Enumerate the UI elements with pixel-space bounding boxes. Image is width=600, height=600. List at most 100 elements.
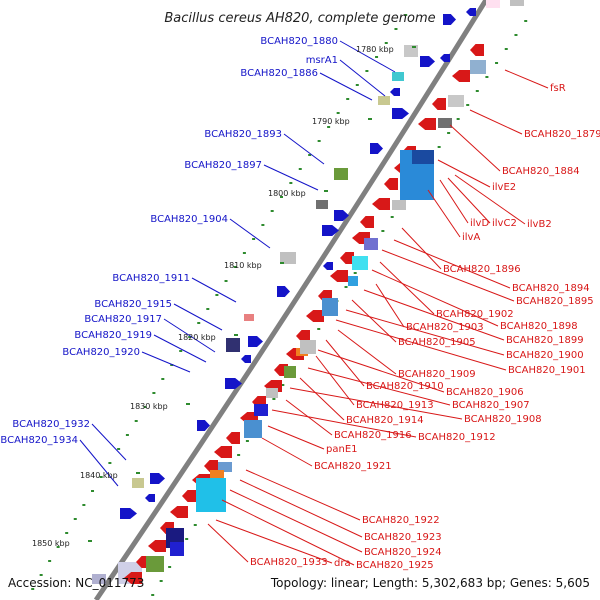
track-dot <box>355 84 359 86</box>
track-dot <box>245 440 249 442</box>
reverse-gene-arrow <box>384 178 398 190</box>
track-dot <box>152 392 156 394</box>
reverse-gene-arrow <box>340 252 354 264</box>
kbp-tick-1820-kbp: 1820 kbp <box>178 333 216 342</box>
cyan-gene-block <box>196 478 226 512</box>
track-dot <box>31 588 35 590</box>
leader-line <box>283 133 325 165</box>
gene-label-ilvd: ilvD <box>470 218 489 229</box>
genome-axis <box>93 0 489 600</box>
forward-gene-arrow <box>150 473 165 484</box>
leader-line <box>319 72 373 101</box>
gene-label-bcah820-1911: BCAH820_1911 <box>112 273 190 284</box>
track-dot <box>394 28 398 30</box>
track-dot <box>261 224 265 226</box>
forward-gene-arrow <box>277 286 290 297</box>
leader-line <box>381 249 515 302</box>
reverse-gene-arrow <box>241 355 251 363</box>
gray-gene-box <box>392 200 406 210</box>
topology-stats: Topology: linear; Length: 5,302,683 bp; … <box>270 576 590 590</box>
green-gene-box <box>284 366 296 378</box>
leader-line <box>229 489 363 553</box>
navy-gene-box <box>226 338 240 352</box>
green-gene-box <box>334 168 348 180</box>
gene-label-bcah820-1921: BCAH820_1921 <box>314 461 392 472</box>
track-dot <box>197 322 201 324</box>
leader-line <box>401 227 442 270</box>
leader-line <box>239 479 363 538</box>
track-dot <box>281 384 285 386</box>
gray-gene-box <box>300 340 316 354</box>
track-dot <box>456 118 460 120</box>
genome-title: Bacillus cereus AH820, complete genome <box>164 11 435 26</box>
gene-label-bcah820-1913: BCAH820_1913 <box>356 400 434 411</box>
gene-label-bcah820-1917: BCAH820_1917 <box>84 314 162 325</box>
gene-label-bcah820-1915: BCAH820_1915 <box>94 299 172 310</box>
pink-gene-box <box>486 0 500 8</box>
track-dot <box>224 280 228 282</box>
track-dot <box>404 14 408 16</box>
track-dot <box>252 238 256 240</box>
track-dot <box>280 196 284 198</box>
track-dot <box>308 154 312 156</box>
gene-labels: BCAH820_1880 msrA1 BCAH820_1886 BCAH820_189… <box>0 36 600 571</box>
leader-line <box>375 283 405 328</box>
leader-line <box>215 519 333 564</box>
dark-blue-gene-box <box>412 150 434 164</box>
leader-line <box>437 159 491 188</box>
gene-label-bcah820-1902: BCAH820_1902 <box>436 309 514 320</box>
forward-gene-arrow <box>248 336 263 347</box>
tick-mark <box>324 190 328 192</box>
track-dot <box>82 504 86 506</box>
leader-line <box>427 189 461 238</box>
kbp-tick-1850-kbp: 1850 kbp <box>32 539 70 548</box>
reverse-gene-arrow <box>470 44 484 56</box>
leader-line <box>449 124 501 172</box>
leader-line <box>221 499 355 566</box>
track-dot <box>242 252 246 254</box>
reverse-gene-arrow <box>466 8 476 16</box>
reverse-gene-arrow <box>418 118 436 130</box>
track-dot <box>353 272 357 274</box>
leader-line <box>263 164 319 191</box>
leader-line <box>299 377 345 421</box>
orange-gene-box <box>210 470 224 480</box>
leader-line <box>285 399 333 436</box>
track-dot <box>390 216 394 218</box>
gene-label-bcah820-1910: BCAH820_1910 <box>366 381 444 392</box>
gene-label-ilva: ilvA <box>462 232 480 243</box>
track-dot <box>272 398 276 400</box>
track-dot <box>185 538 189 540</box>
track-dot <box>237 454 241 456</box>
reverse-gene-arrow <box>214 446 232 458</box>
gene-label-bcah820-1916: BCAH820_1916 <box>334 430 412 441</box>
gene-label-bcah820-1898: BCAH820_1898 <box>500 321 578 332</box>
gene-label-bcah820-1906: BCAH820_1906 <box>446 387 524 398</box>
track-dot <box>327 126 331 128</box>
reverse-gene-arrow <box>330 270 348 282</box>
leader-line <box>393 239 511 289</box>
light-gene-box <box>92 574 106 584</box>
track-dot <box>365 70 369 72</box>
track-dot <box>99 476 103 478</box>
purple-gene-box <box>364 238 378 250</box>
gene-label-bcah820-1924: BCAH820_1924 <box>364 547 442 558</box>
leader-line <box>345 309 505 356</box>
track-dot <box>384 42 388 44</box>
track-dot <box>193 524 197 526</box>
reverse-gene-arrow <box>390 88 400 96</box>
gene-label-dra: dra <box>334 558 351 569</box>
reverse-gene-arrow <box>204 460 218 472</box>
leader-line <box>447 177 491 224</box>
track-dot <box>65 532 69 534</box>
track-dot <box>91 490 95 492</box>
leader-line <box>379 261 435 315</box>
leader-line <box>267 425 325 450</box>
gene-label-bcah820-1934: BCAH820_1934 <box>0 435 78 446</box>
kbp-ticks: 1780 kbp 1790 kbp 1800 kbp 1810 kbp 1820 kbp… <box>32 45 416 548</box>
leader-line <box>317 349 445 393</box>
reverse-gene-arrow <box>360 216 374 228</box>
gene-label-bcah820-1896: BCAH820_1896 <box>443 264 521 275</box>
tick-mark <box>412 46 416 48</box>
forward-gene-arrow <box>392 108 409 119</box>
